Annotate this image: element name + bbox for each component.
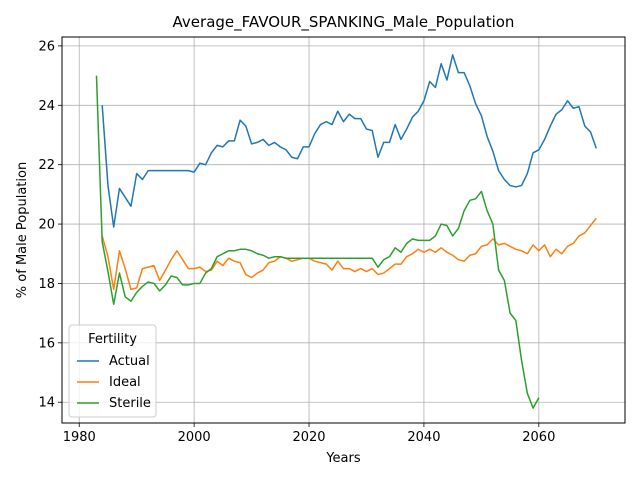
y-tick-label: 16 (38, 336, 55, 351)
chart-title: Average_FAVOUR_SPANKING_Male_Population (173, 13, 515, 32)
x-tick-label: 2000 (178, 430, 211, 445)
legend: Fertility Actual Ideal Sterile (68, 324, 157, 418)
x-tick-label: 1980 (63, 430, 96, 445)
y-axis-label: % of Male Population (15, 162, 30, 298)
series-lines (95, 54, 597, 409)
y-tick-label: 20 (38, 218, 55, 233)
y-tick-label: 26 (38, 39, 55, 54)
x-axis-label: Years (325, 451, 361, 466)
y-tick-label: 24 (38, 99, 55, 114)
series-line-ideal (101, 217, 597, 291)
y-tick-label: 14 (38, 396, 55, 411)
series-line-actual (101, 54, 597, 228)
legend-title: Fertility (88, 332, 137, 347)
legend-items: Actual Ideal Sterile (77, 354, 151, 411)
y-tick-label: 18 (38, 277, 55, 292)
x-tick-label: 2020 (292, 430, 325, 445)
plot-frame (61, 36, 626, 424)
legend-box (68, 324, 157, 418)
axis-ticks: 1980 2000 2020 2040 2060 14 16 18 20 22 24 26 (38, 39, 555, 445)
grid (62, 37, 625, 423)
legend-label-sterile: Sterile (109, 396, 151, 411)
y-tick-label: 22 (38, 158, 55, 173)
series-line-sterile (95, 75, 540, 409)
x-tick-label: 2060 (522, 430, 555, 445)
x-tick-label: 2040 (407, 430, 440, 445)
legend-label-actual: Actual (109, 354, 150, 369)
legend-label-ideal: Ideal (109, 375, 141, 390)
